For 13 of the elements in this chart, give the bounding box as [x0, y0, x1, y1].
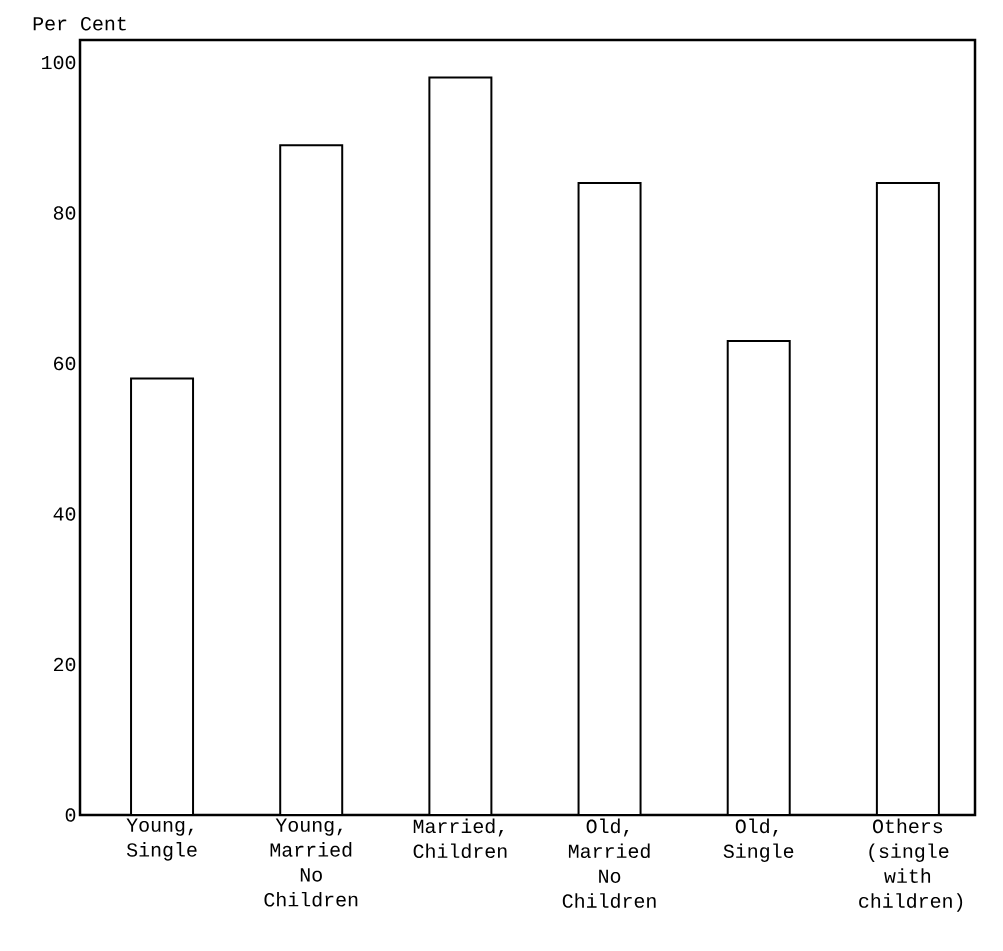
x-tick-label: Married, Children: [413, 818, 507, 859]
y-tick-label: 0: [65, 808, 76, 822]
x-tick-label: Young, Single: [126, 818, 197, 861]
x-tick-label: Old, Married No Children: [562, 818, 656, 908]
y-tick-label: 100: [42, 55, 76, 70]
y-axis-title: Per Cent: [33, 16, 126, 31]
y-tick-label: 60: [54, 356, 76, 371]
y-tick-label: 20: [53, 657, 76, 672]
x-tick-label: Others (single with children): [859, 818, 963, 912]
y-tick-label: 80: [53, 206, 76, 220]
x-tick-label: Old, Single: [723, 818, 794, 862]
y-tick-label: 40: [53, 507, 76, 521]
x-tick-label: Young, Married No Children: [264, 818, 358, 907]
